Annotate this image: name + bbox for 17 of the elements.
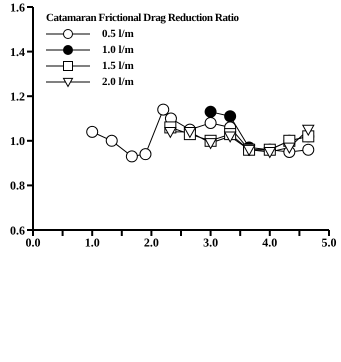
y-tick-label: 0.6	[10, 223, 25, 238]
x-tick-label: 3.0	[203, 236, 218, 250]
legend-label: 0.5 l/m	[102, 27, 134, 42]
legend-label: 2.0 l/m	[102, 75, 134, 90]
legend-label: 1.0 l/m	[102, 43, 134, 58]
x-tick-label: 0.0	[26, 236, 40, 250]
y-tick-label: 1.0	[10, 134, 25, 148]
x-tick-label: 1.0	[84, 236, 100, 250]
x-tick-label: 4.0	[262, 236, 278, 250]
legend-title: Catamaran Frictional Drag Reduction Ratio	[46, 11, 239, 26]
y-tick-label: 0.8	[10, 178, 25, 193]
x-tick-label: 2.0	[144, 236, 159, 250]
legend-label: 1.5 l/m	[102, 59, 134, 74]
x-tick-label: 5.0	[322, 236, 336, 250]
y-tick-label: 1.4	[10, 44, 25, 59]
y-tick-label: 1.2	[10, 89, 25, 104]
y-tick-label: 1.6	[10, 0, 25, 14]
